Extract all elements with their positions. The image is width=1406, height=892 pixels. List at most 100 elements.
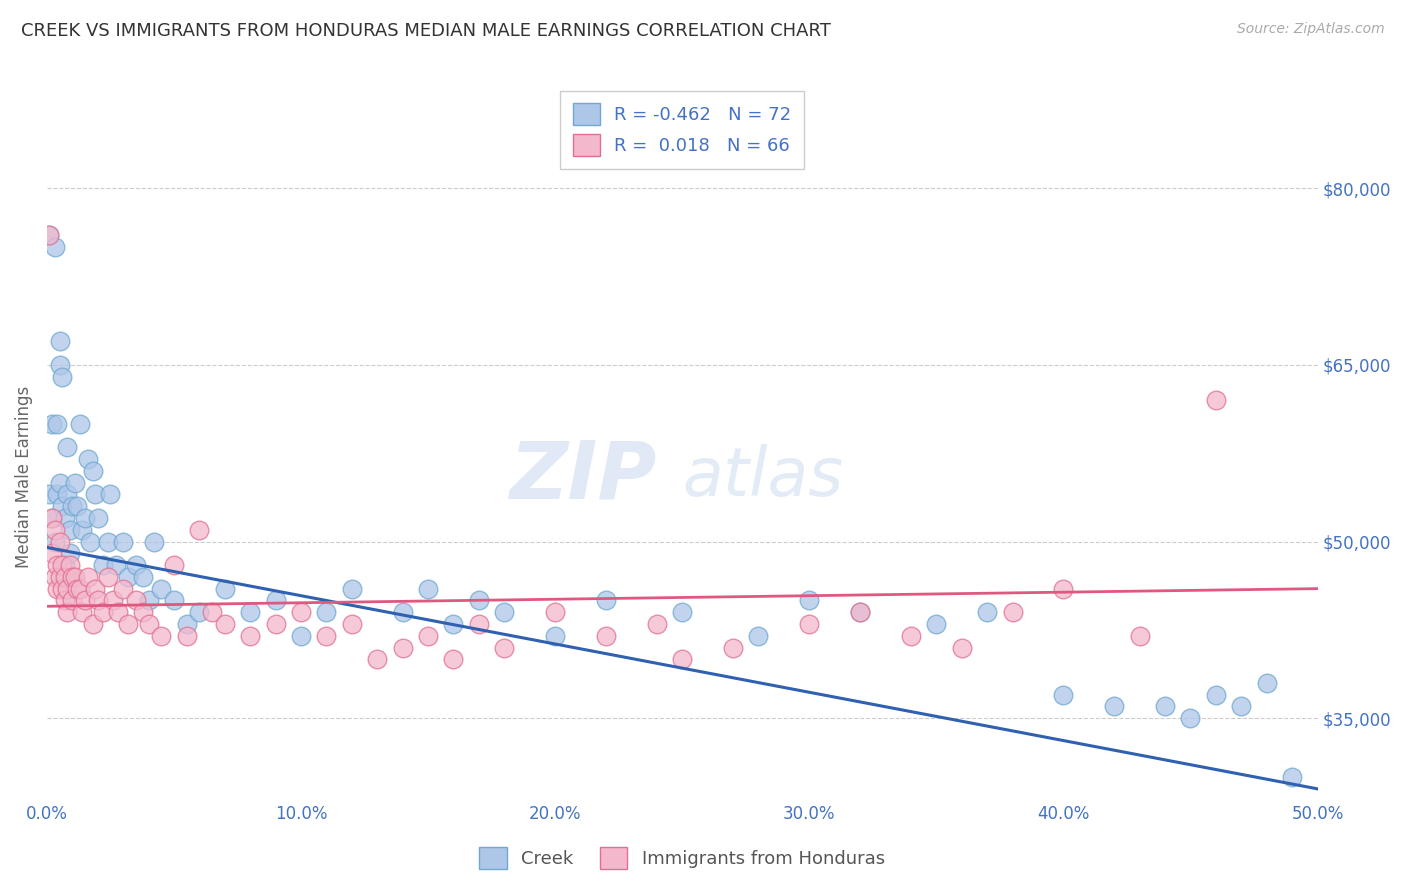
Point [41, 511, 63, 525]
Point [132, 605, 155, 619]
Point [53, 558, 76, 572]
Text: ZIP: ZIP [509, 438, 657, 516]
Point [188, 523, 211, 537]
Point [976, 605, 998, 619]
Point [38, 487, 60, 501]
Point [84, 582, 107, 596]
Point [494, 605, 516, 619]
Point [125, 558, 148, 572]
Point [84, 487, 107, 501]
Point [76, 452, 98, 467]
Point [60, 570, 83, 584]
Point [142, 534, 165, 549]
Point [48, 334, 70, 349]
Text: CREEK VS IMMIGRANTS FROM HONDURAS MEDIAN MALE EARNINGS CORRELATION CHART: CREEK VS IMMIGRANTS FROM HONDURAS MEDIAN… [21, 22, 831, 40]
Point [176, 617, 198, 632]
Point [544, 629, 567, 643]
Point [46, 582, 69, 596]
Point [468, 617, 491, 632]
Point [63, 475, 86, 490]
Point [117, 617, 139, 632]
Point [1256, 676, 1278, 690]
Point [1180, 711, 1202, 725]
Point [1001, 605, 1024, 619]
Point [214, 617, 236, 632]
Point [201, 605, 224, 619]
Point [63, 570, 86, 584]
Point [60, 593, 83, 607]
Point [41, 546, 63, 560]
Point [46, 487, 69, 501]
Point [239, 629, 262, 643]
Point [1230, 699, 1253, 714]
Point [595, 629, 617, 643]
Point [107, 605, 129, 619]
Point [315, 629, 337, 643]
Point [176, 629, 198, 643]
Point [239, 605, 262, 619]
Point [849, 605, 872, 619]
Point [38, 228, 60, 243]
Point [53, 570, 76, 584]
Point [849, 605, 872, 619]
Point [494, 640, 516, 655]
Point [56, 605, 79, 619]
Point [66, 499, 89, 513]
Y-axis label: Median Male Earnings: Median Male Earnings [15, 385, 32, 568]
Point [721, 640, 744, 655]
Point [214, 582, 236, 596]
Point [264, 617, 287, 632]
Point [315, 605, 337, 619]
Point [69, 417, 91, 431]
Point [41, 511, 63, 525]
Point [391, 605, 413, 619]
Point [290, 605, 312, 619]
Point [72, 605, 94, 619]
Point [416, 629, 439, 643]
Point [44, 240, 66, 254]
Point [544, 605, 567, 619]
Point [86, 593, 108, 607]
Point [671, 605, 693, 619]
Point [101, 593, 124, 607]
Point [44, 523, 66, 537]
Point [1205, 688, 1227, 702]
Point [391, 640, 413, 655]
Point [900, 629, 922, 643]
Point [86, 511, 108, 525]
Text: atlas: atlas [682, 443, 844, 509]
Point [443, 617, 465, 632]
Point [46, 558, 69, 572]
Point [51, 582, 73, 596]
Point [97, 534, 120, 549]
Point [163, 558, 186, 572]
Point [468, 593, 491, 607]
Point [59, 546, 82, 560]
Point [138, 593, 160, 607]
Point [91, 558, 114, 572]
Point [51, 499, 73, 513]
Point [82, 464, 104, 478]
Point [91, 605, 114, 619]
Point [150, 582, 173, 596]
Point [1102, 699, 1125, 714]
Point [73, 593, 96, 607]
Point [132, 570, 155, 584]
Point [747, 629, 769, 643]
Point [1154, 699, 1177, 714]
Point [48, 570, 70, 584]
Point [104, 558, 127, 572]
Point [44, 570, 66, 584]
Point [340, 617, 363, 632]
Point [72, 523, 94, 537]
Point [125, 593, 148, 607]
Point [595, 593, 617, 607]
Point [48, 534, 70, 549]
Point [340, 582, 363, 596]
Point [82, 617, 104, 632]
Point [645, 617, 668, 632]
Point [41, 417, 63, 431]
Text: Source: ZipAtlas.com: Source: ZipAtlas.com [1237, 22, 1385, 37]
Point [138, 617, 160, 632]
Point [51, 558, 73, 572]
